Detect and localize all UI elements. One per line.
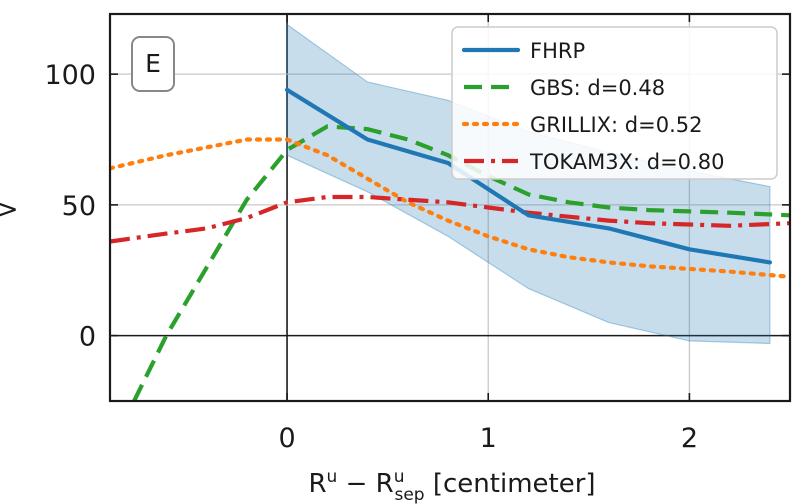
x-tick-label-0: 0 <box>278 423 295 454</box>
series-line-tokam3x <box>110 194 790 244</box>
x-axis-label: Ru − Ru sep [centimeter] <box>308 467 595 504</box>
legend-label-gbs: GBS: d=0.48 <box>530 76 665 100</box>
series-line-fhrp <box>284 87 772 265</box>
legend-label-fhrp: FHRP <box>530 39 585 63</box>
y-tick-label-0: 0 <box>79 322 96 353</box>
legend: FHRP GBS: d=0.48 GRILLIX: d=0.52 TOKAM3X: d… <box>451 26 778 180</box>
x-tick-label-1: 1 <box>480 423 497 454</box>
y-tick-label-50: 50 <box>62 191 96 222</box>
y-axis-label-fragment: > <box>0 194 19 225</box>
y-tick-label-100: 100 <box>44 60 96 91</box>
series-lines <box>110 87 790 401</box>
legend-label-tokam3x: TOKAM3X: d=0.80 <box>529 150 724 174</box>
x-tick-label-2: 2 <box>681 423 698 454</box>
panel-label: E <box>145 49 161 78</box>
plot-frame <box>108 12 792 403</box>
panel-label-box: E <box>131 36 175 92</box>
legend-frame <box>451 26 778 180</box>
series-line-grillix <box>110 137 790 279</box>
axis-ticks: 0 1 2 0 50 100 <box>44 14 790 454</box>
legend-label-grillix: GRILLIX: d=0.52 <box>530 113 702 137</box>
